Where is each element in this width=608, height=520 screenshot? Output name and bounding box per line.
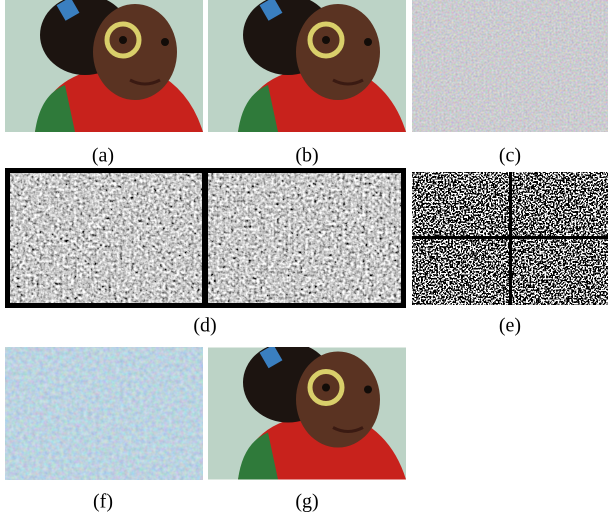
caption: (f): [93, 491, 113, 513]
caption: (g): [295, 491, 318, 513]
image-f: [5, 347, 203, 480]
image-c: [412, 0, 608, 132]
image-a: [5, 0, 203, 132]
image-b: [208, 0, 406, 132]
caption: (b): [295, 145, 318, 167]
caption: (a): [92, 145, 114, 167]
image-g: [208, 343, 406, 480]
page: {"labels": ["(a)", "(b)", "(c)", "(d)", …: [0, 0, 608, 520]
image-e: [412, 172, 608, 305]
caption: (c): [499, 145, 521, 167]
caption: (e): [499, 315, 521, 337]
figure: (a) (b) (c) (d) (e) (f) (g): [0, 0, 608, 520]
caption: (d): [193, 315, 216, 337]
image-d: [5, 168, 406, 308]
